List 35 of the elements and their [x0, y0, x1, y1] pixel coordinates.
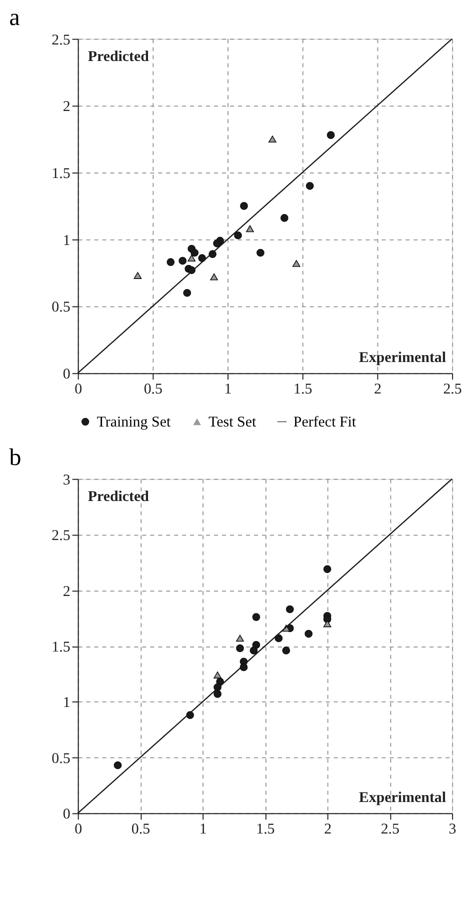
chart-title: b — [9, 444, 22, 471]
y-tick-label: 1 — [62, 232, 70, 249]
y-tick-label: 2.5 — [52, 32, 70, 48]
x-tick-label: 1 — [224, 382, 232, 398]
x-tick-label: 0 — [74, 822, 82, 838]
legend-label: Training Set — [96, 414, 172, 431]
annotation: Experimental — [358, 790, 446, 806]
y-tick-label: 1.5 — [52, 640, 70, 656]
y-tick-label: 0.5 — [52, 300, 70, 316]
x-tick-label: 2.5 — [443, 382, 462, 398]
x-tick-label: 1 — [199, 822, 207, 838]
x-tick-label: 2 — [324, 822, 332, 838]
y-tick-label: 0 — [62, 806, 70, 823]
x-tick-label: 3 — [448, 822, 456, 838]
legend-label: Perfect Fit — [293, 414, 357, 431]
x-tick-label: 1.5 — [294, 382, 312, 398]
chart-title: a — [9, 4, 20, 31]
y-tick-label: 3 — [62, 472, 70, 488]
annotation: Predicted — [88, 48, 150, 65]
x-tick-label: 1.5 — [256, 822, 275, 838]
x-tick-label: 0.5 — [144, 382, 163, 398]
y-tick-label: 1 — [62, 695, 70, 712]
x-tick-label: 2.5 — [380, 822, 400, 838]
y-tick-label: 0.5 — [52, 750, 70, 767]
x-tick-label: 2 — [374, 382, 382, 398]
annotation: Experimental — [358, 350, 446, 366]
x-tick-label: 0.5 — [131, 822, 150, 838]
legend-label: Test Set — [208, 414, 257, 431]
annotation: Predicted — [88, 488, 150, 505]
y-tick-label: 1.5 — [52, 166, 70, 182]
y-tick-label: 2.5 — [52, 528, 70, 544]
y-tick-label: 2 — [62, 584, 70, 600]
x-tick-label: 0 — [74, 382, 82, 398]
y-tick-label: 2 — [62, 99, 70, 116]
y-tick-label: 0 — [62, 366, 70, 383]
